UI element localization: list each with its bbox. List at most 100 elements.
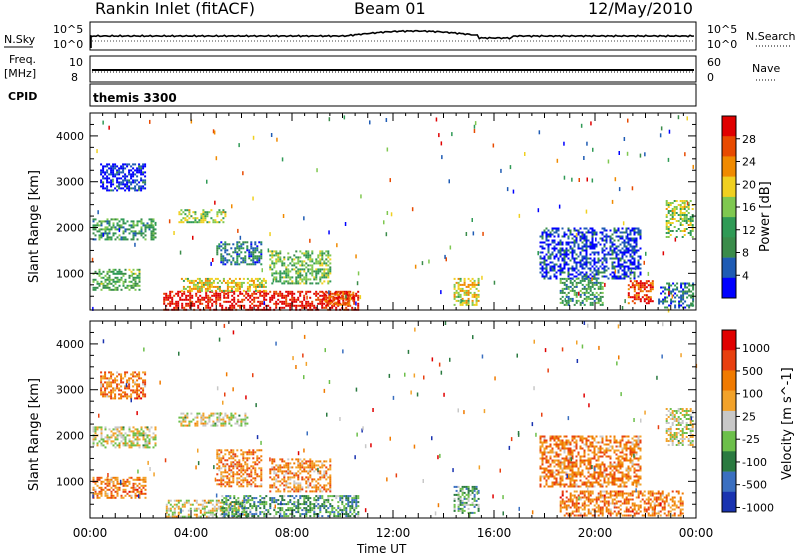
power-cell	[215, 296, 218, 299]
power-cell	[216, 213, 219, 216]
vel-cell	[277, 511, 280, 514]
power-cell	[283, 264, 286, 267]
power-cell	[124, 177, 127, 180]
power-speck	[643, 260, 645, 265]
power-cell	[545, 269, 548, 272]
power-cell	[686, 290, 689, 293]
power-cell	[547, 271, 550, 274]
power-cell	[186, 219, 189, 222]
power-cell	[142, 163, 145, 166]
power-cell	[601, 261, 604, 264]
power-cell	[210, 285, 213, 288]
vel-cell	[341, 509, 344, 512]
vel-cell	[232, 451, 235, 454]
power-cell	[309, 278, 312, 281]
vel-cell	[196, 412, 199, 415]
power-cell	[207, 294, 210, 297]
power-cell	[635, 241, 638, 244]
vel-cell	[229, 505, 232, 508]
power-speck	[592, 147, 594, 152]
nave-ytick-hi: 60	[707, 56, 721, 69]
vel-cell	[195, 509, 198, 512]
power-cell	[124, 278, 127, 281]
power-cell	[555, 253, 558, 256]
vel-cell	[124, 387, 127, 390]
power-cell	[573, 235, 576, 238]
power-cell	[563, 281, 566, 284]
power-cell	[233, 292, 236, 295]
vel-cell	[225, 511, 228, 514]
power-cell	[631, 257, 634, 260]
power-cell	[104, 286, 107, 289]
power-cell	[461, 299, 464, 302]
vel-cell	[222, 471, 225, 474]
vel-cell	[351, 505, 354, 508]
power-cell	[587, 245, 590, 248]
power-cell	[233, 304, 236, 307]
power-cell	[633, 227, 636, 230]
vel-cell	[263, 507, 266, 510]
power-cell	[669, 222, 672, 224]
power-cell	[154, 232, 157, 235]
power-cell	[249, 294, 252, 297]
vel-cell	[331, 499, 334, 502]
power-cell	[674, 296, 677, 299]
power-cell	[587, 279, 590, 282]
power-cell	[676, 282, 679, 285]
vel-cell	[345, 515, 348, 518]
vel-cell	[94, 490, 97, 493]
vel-cell	[100, 391, 103, 394]
power-cell	[637, 249, 640, 252]
vel-cell	[273, 499, 276, 502]
power-cell	[224, 213, 227, 216]
vel-cell	[104, 426, 107, 429]
power-cell	[254, 289, 257, 292]
power-cell	[126, 183, 129, 186]
power-cell	[347, 294, 350, 297]
power-cell	[132, 167, 135, 170]
power-cell	[333, 304, 336, 307]
power-cell	[253, 304, 256, 307]
power-cbar-tick-label: 4	[742, 269, 749, 282]
vel-cell	[321, 505, 324, 508]
power-cell	[327, 252, 330, 255]
vel-cell	[224, 471, 227, 474]
power-cell	[615, 251, 618, 254]
vel-cell	[100, 393, 103, 396]
power-cell	[317, 296, 320, 299]
power-cell	[349, 304, 352, 307]
vel-cell	[104, 440, 107, 443]
power-cell	[471, 299, 474, 302]
power-cell	[232, 259, 235, 262]
vel-cell	[148, 446, 151, 449]
vel-cell	[100, 432, 103, 435]
vel-cell	[112, 444, 115, 447]
power-cell	[106, 189, 109, 192]
power-cell	[682, 298, 685, 301]
power-cell	[238, 281, 241, 284]
power-cell	[98, 228, 101, 231]
vel-cell	[305, 501, 308, 504]
power-cell	[543, 261, 546, 264]
power-cell	[311, 258, 314, 261]
power-cell	[293, 304, 296, 307]
power-cell	[595, 283, 598, 286]
power-cell	[285, 274, 288, 277]
power-cell	[673, 210, 676, 212]
vel-cell	[173, 507, 176, 510]
power-cell	[191, 300, 194, 303]
power-cell	[311, 270, 314, 273]
power-cell	[92, 228, 95, 231]
power-speck	[575, 232, 578, 237]
vel-cell	[357, 497, 360, 500]
power-cell	[100, 222, 103, 225]
power-cell	[682, 294, 685, 297]
power-cell	[102, 286, 105, 289]
vel-cell	[317, 515, 320, 518]
power-cell	[471, 303, 474, 306]
power-cell	[585, 261, 588, 264]
power-cell	[601, 301, 604, 304]
power-cell	[224, 251, 227, 254]
vel-cell	[343, 513, 346, 516]
power-speck	[261, 268, 263, 273]
